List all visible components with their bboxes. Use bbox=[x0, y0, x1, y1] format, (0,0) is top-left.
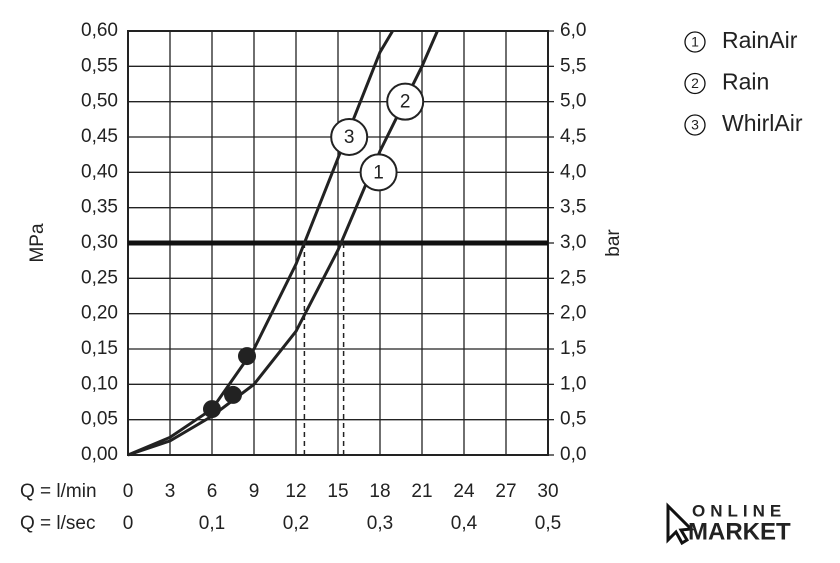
x-tick-label: 15 bbox=[327, 481, 348, 502]
logo-icon bbox=[666, 502, 695, 546]
x-tick-label: 24 bbox=[453, 481, 475, 502]
x2-axis-label: Q = l/sec bbox=[20, 513, 96, 534]
annotation-text: 3 bbox=[344, 127, 355, 148]
y2-tick-label: 6,0 bbox=[560, 20, 586, 41]
annotation-circle bbox=[330, 118, 369, 156]
legend-circle bbox=[684, 31, 706, 53]
y2-tick-label: 5,5 bbox=[560, 55, 586, 76]
y2-tick-label: 3,0 bbox=[560, 232, 586, 253]
annotation-circle bbox=[359, 153, 398, 192]
y-tick-label: 0,20 bbox=[81, 303, 118, 324]
logo-top: ONLINE bbox=[692, 501, 786, 520]
y-tick-label: 0,10 bbox=[81, 373, 118, 394]
y-tick-label: 0,00 bbox=[81, 444, 118, 465]
x-tick-label: 0 bbox=[123, 481, 134, 502]
y-tick-label: 0,30 bbox=[81, 232, 118, 253]
y-tick-label: 0,60 bbox=[81, 20, 118, 41]
x-axis-label: Q = l/min bbox=[20, 481, 97, 502]
y-tick-label: 0,15 bbox=[81, 338, 118, 359]
legend-circle bbox=[684, 72, 706, 95]
x2-tick-label: 0 bbox=[123, 513, 134, 534]
y-tick-label: 0,40 bbox=[81, 161, 118, 182]
x2-tick-label: 0,2 bbox=[283, 513, 309, 534]
y2-tick-label: 0,0 bbox=[560, 444, 586, 465]
x-tick-label: 9 bbox=[249, 481, 260, 502]
x2-tick-label: 0,4 bbox=[451, 513, 478, 534]
x-tick-label: 30 bbox=[537, 481, 558, 502]
data-point bbox=[203, 400, 221, 419]
x-tick-label: 27 bbox=[495, 481, 516, 502]
data-point bbox=[238, 347, 256, 366]
legend-circle bbox=[684, 114, 706, 136]
legend-number: 2 bbox=[691, 75, 699, 91]
y2-tick-label: 2,0 bbox=[560, 303, 586, 324]
annotation-circle bbox=[386, 82, 425, 121]
y-tick-label: 0,25 bbox=[81, 267, 118, 288]
legend-number: 1 bbox=[691, 34, 699, 50]
y-tick-label: 0,45 bbox=[81, 126, 118, 147]
x-tick-label: 3 bbox=[165, 481, 176, 502]
y2-tick-label: 0,5 bbox=[560, 409, 586, 430]
y2-tick-label: 1,0 bbox=[560, 373, 586, 394]
x2-tick-label: 0,3 bbox=[367, 513, 393, 534]
y2-tick-label: 3,5 bbox=[560, 197, 586, 218]
y2-tick-label: 4,5 bbox=[560, 126, 586, 147]
legend-label: WhirlAir bbox=[722, 110, 803, 136]
x-tick-label: 12 bbox=[285, 481, 306, 502]
x-tick-label: 18 bbox=[369, 481, 390, 502]
data-point bbox=[224, 385, 242, 404]
y2-tick-label: 4,0 bbox=[560, 161, 586, 182]
y-axis-label: MPa bbox=[27, 223, 48, 263]
legend-label: Rain bbox=[722, 69, 769, 95]
y2-axis-label: bar bbox=[603, 229, 624, 257]
y2-tick-label: 2,5 bbox=[560, 267, 586, 288]
x2-tick-label: 0,1 bbox=[199, 513, 225, 534]
legend-number: 3 bbox=[691, 117, 699, 133]
y-tick-label: 0,55 bbox=[81, 55, 118, 76]
x-tick-label: 21 bbox=[411, 481, 432, 502]
logo-bottom: MARKET bbox=[688, 518, 791, 545]
y-tick-label: 0,05 bbox=[81, 409, 118, 430]
legend-label: RainAir bbox=[722, 27, 798, 53]
y2-tick-label: 5,0 bbox=[560, 91, 586, 112]
y-tick-label: 0,50 bbox=[81, 91, 118, 112]
curve bbox=[127, 30, 394, 457]
x-tick-label: 6 bbox=[207, 481, 218, 502]
annotation-text: 1 bbox=[373, 162, 384, 183]
annotation-text: 2 bbox=[400, 92, 411, 113]
x2-tick-label: 0,5 bbox=[535, 513, 561, 534]
y2-tick-label: 1,5 bbox=[560, 338, 586, 359]
y-tick-label: 0,35 bbox=[81, 197, 118, 218]
